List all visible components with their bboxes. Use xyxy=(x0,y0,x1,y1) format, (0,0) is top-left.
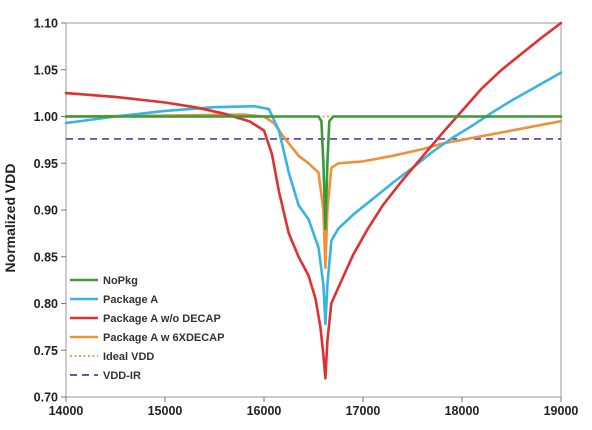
legend-label: Package A w 6XDECAP xyxy=(103,332,224,344)
series-line-package-a-w-o-decap xyxy=(64,21,563,380)
legend-label: Ideal VDD xyxy=(103,351,154,363)
legend: NoPkg Package A Package A w/o DECAP Package… xyxy=(70,275,224,382)
x-tick-label: 19000 xyxy=(544,404,579,418)
legend-label: VDD-IR xyxy=(103,370,141,382)
axes-layer: 14000 15000 16000 17000 18000 19000 0.70 0.75 0.… xyxy=(34,17,579,419)
y-tick-label: 0.80 xyxy=(34,297,58,311)
x-tick-label: 18000 xyxy=(445,404,480,418)
x-tick-label: 17000 xyxy=(346,404,381,418)
y-tick-label: 1.10 xyxy=(34,17,58,31)
legend-label: Package A xyxy=(103,294,158,306)
series-layer xyxy=(64,21,563,380)
series-line-package-a-w-6xdecap xyxy=(64,113,563,270)
legend-label: NoPkg xyxy=(103,275,138,287)
y-tick-label: 0.95 xyxy=(34,157,58,171)
series-line-package-a xyxy=(64,71,563,326)
y-tick-label: 0.75 xyxy=(34,344,58,358)
series-line-nopkg xyxy=(64,115,563,230)
legend-label: Package A w/o DECAP xyxy=(103,313,221,325)
y-tick-label: 1.00 xyxy=(34,110,58,124)
y-tick-label: 0.85 xyxy=(34,250,58,264)
y-tick-label: 1.05 xyxy=(34,63,58,77)
x-tick-label: 15000 xyxy=(148,404,183,418)
y-axis-title: Normalized VDD xyxy=(2,164,18,273)
x-tick-label: 16000 xyxy=(247,404,282,418)
x-tick-label: 14000 xyxy=(49,404,84,418)
y-tick-label: 0.90 xyxy=(34,204,58,218)
y-tick-label: 0.70 xyxy=(34,391,58,405)
